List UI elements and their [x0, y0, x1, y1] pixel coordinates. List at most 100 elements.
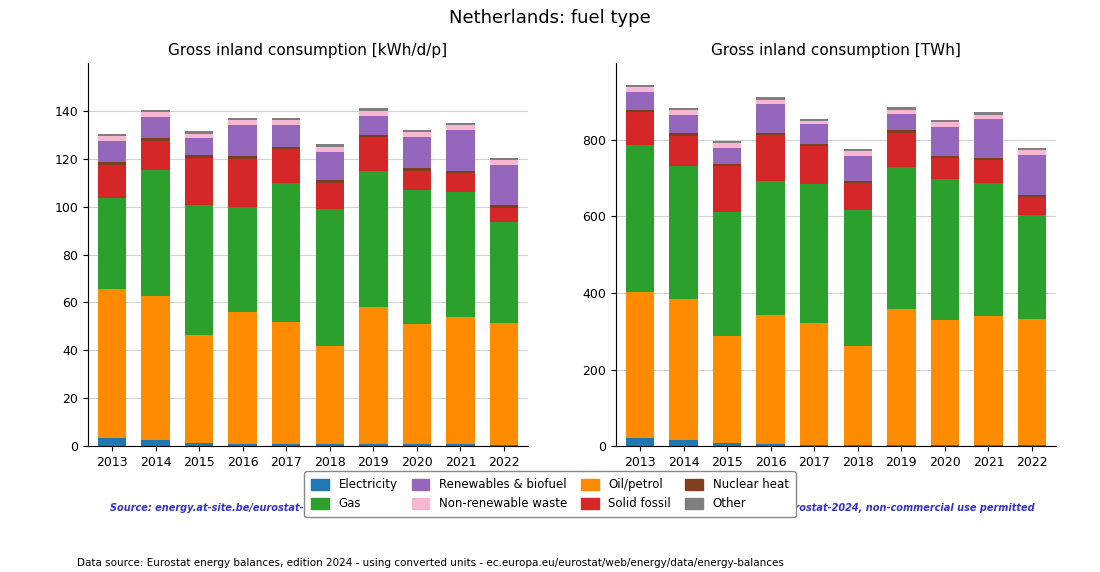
Bar [844, 210, 872, 346]
Bar [447, 123, 474, 125]
Bar [360, 307, 387, 444]
Bar [98, 141, 126, 162]
Bar [888, 130, 915, 133]
Bar [713, 212, 741, 336]
Bar [229, 156, 256, 158]
Bar [713, 164, 741, 166]
Bar [713, 443, 741, 446]
Bar [757, 181, 784, 316]
Bar [403, 190, 431, 324]
Bar [360, 109, 387, 111]
Bar [888, 110, 915, 114]
Text: Source: energy.at-site.be/eurostat-2024, non-commercial use permitted: Source: energy.at-site.be/eurostat-2024,… [110, 503, 506, 513]
Bar [1018, 150, 1046, 155]
Bar [360, 116, 387, 135]
Bar [185, 155, 213, 157]
Bar [975, 316, 1002, 444]
Bar [975, 119, 1002, 157]
Bar [713, 144, 741, 148]
Bar [931, 179, 959, 320]
Bar [975, 444, 1002, 446]
Bar [360, 137, 387, 170]
Bar [844, 156, 872, 181]
Bar [626, 438, 654, 446]
Bar [713, 166, 741, 212]
Bar [185, 335, 213, 443]
Bar [447, 125, 474, 130]
Bar [757, 444, 784, 446]
Bar [185, 131, 213, 134]
Bar [757, 133, 784, 136]
Bar [626, 85, 654, 87]
Bar [670, 136, 697, 166]
Bar [229, 158, 256, 206]
Bar [490, 157, 518, 160]
Bar [272, 444, 300, 446]
Bar [403, 324, 431, 444]
Bar [316, 444, 344, 446]
Bar [1018, 319, 1046, 446]
Bar [888, 108, 915, 110]
Bar [888, 444, 915, 446]
Bar [98, 198, 126, 289]
Bar [800, 119, 828, 121]
Bar [888, 309, 915, 444]
Bar [1018, 155, 1046, 194]
Bar [975, 114, 1002, 119]
Legend: Electricity, Gas, Renewables & biofuel, Non-renewable waste, Oil/petrol, Solid f: Electricity, Gas, Renewables & biofuel, … [305, 471, 795, 518]
Bar [757, 136, 784, 181]
Bar [98, 165, 126, 198]
Bar [975, 157, 1002, 160]
Bar [670, 440, 697, 446]
Text: Data source: Eurostat energy balances, edition 2024 - using converted units - ec: Data source: Eurostat energy balances, e… [77, 558, 784, 568]
Bar [185, 138, 213, 155]
Bar [142, 138, 169, 141]
Bar [360, 444, 387, 446]
Bar [670, 133, 697, 136]
Bar [490, 222, 518, 323]
Bar [185, 157, 213, 205]
Bar [931, 158, 959, 179]
Bar [142, 110, 169, 112]
Bar [757, 97, 784, 100]
Bar [975, 183, 1002, 316]
Bar [975, 160, 1002, 183]
Bar [800, 184, 828, 323]
Bar [757, 100, 784, 104]
Bar [800, 323, 828, 444]
Bar [142, 117, 169, 138]
Bar [1018, 194, 1046, 197]
Bar [272, 321, 300, 444]
Bar [626, 112, 654, 145]
Bar [142, 440, 169, 446]
Bar [403, 137, 431, 168]
Bar [316, 147, 344, 152]
Bar [272, 182, 300, 321]
Bar [844, 445, 872, 446]
Bar [447, 170, 474, 173]
Bar [888, 114, 915, 130]
Bar [800, 124, 828, 144]
Bar [931, 156, 959, 158]
Bar [800, 444, 828, 446]
Bar [272, 118, 300, 120]
Bar [490, 208, 518, 222]
Text: Source: energy.at-site.be/eurostat-2024, non-commercial use permitted: Source: energy.at-site.be/eurostat-2024,… [638, 503, 1034, 513]
Bar [403, 132, 431, 137]
Bar [447, 317, 474, 444]
Bar [447, 444, 474, 446]
Bar [185, 443, 213, 446]
Bar [98, 162, 126, 165]
Bar [713, 336, 741, 443]
Bar [490, 445, 518, 446]
Bar [316, 180, 344, 182]
Bar [403, 130, 431, 132]
Bar [229, 444, 256, 446]
Bar [931, 122, 959, 127]
Bar [1018, 197, 1046, 216]
Bar [229, 206, 256, 312]
Bar [800, 121, 828, 124]
Title: Gross inland consumption [TWh]: Gross inland consumption [TWh] [711, 42, 961, 58]
Bar [626, 292, 654, 438]
Bar [670, 299, 697, 440]
